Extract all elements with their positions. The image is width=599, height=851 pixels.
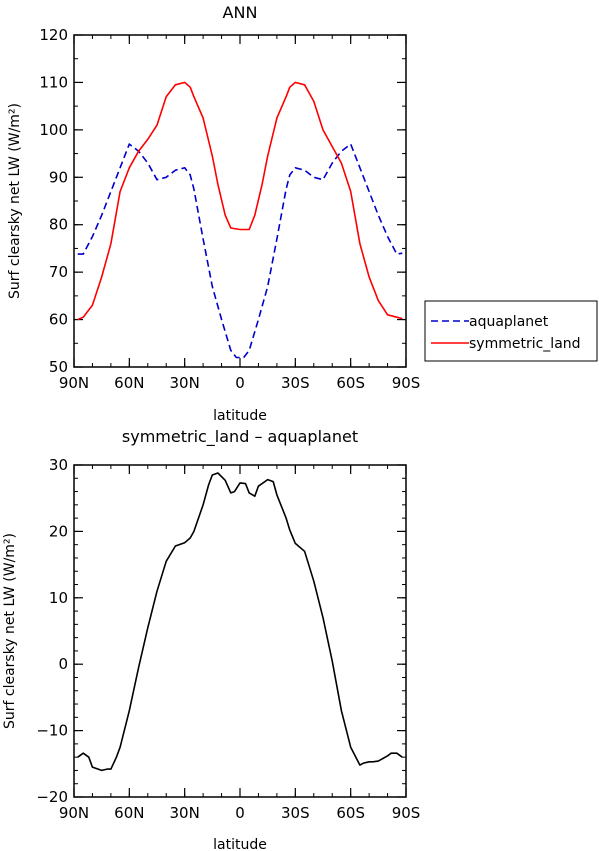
y-tick-label: 0 [58, 655, 68, 673]
aquaplanet-line [77, 143, 403, 359]
x-tick-label: 90N [59, 804, 89, 822]
bottom-chart-xlabel: latitude [213, 837, 267, 851]
y-tick-label: 80 [49, 216, 68, 234]
x-tick-label: 90S [392, 374, 421, 392]
x-tick-label: 30N [170, 804, 200, 822]
x-tick-label: 30S [281, 374, 310, 392]
top-chart-ticks [73, 34, 407, 368]
y-tick-label: 90 [49, 168, 68, 186]
y-tick-label: 110 [39, 73, 68, 91]
y-tick-label: 70 [49, 263, 68, 281]
x-tick-label: 90S [392, 804, 421, 822]
x-tick-label: 60N [114, 804, 144, 822]
y-tick-label: 20 [49, 522, 68, 540]
bottom-chart-plot-area [77, 472, 403, 772]
top-chart: ANN 90N 60N 30N 0 30S 60S 90S 50 60 70 80 90 100 110 1… [7, 3, 598, 424]
bottom-chart: symmetric_land – aquaplanet 90N 60N 30N 0 30… [2, 427, 420, 851]
top-chart-frame [73, 34, 407, 368]
difference-line [77, 472, 403, 772]
legend-label-symmetric_land: symmetric_land [469, 336, 581, 352]
y-tick-label: −10 [36, 722, 68, 740]
top-chart-xlabel: latitude [213, 408, 267, 424]
y-tick-label: 60 [49, 311, 68, 329]
top-chart-plot-area [77, 81, 403, 359]
top-chart-legend: aquaplanet symmetric_land [424, 300, 598, 362]
x-tick-label: 90N [59, 374, 89, 392]
legend-label-aquaplanet: aquaplanet [469, 314, 549, 330]
y-tick-label: 100 [39, 121, 68, 139]
top-chart-tick-labels: 90N 60N 30N 0 30S 60S 90S 50 60 70 80 90 100 110 120 [39, 26, 420, 392]
legend-box [424, 300, 598, 362]
x-tick-label: 60N [114, 374, 144, 392]
y-tick-label: 120 [39, 26, 68, 44]
y-tick-label: −20 [36, 788, 68, 806]
bottom-chart-ticks [73, 464, 407, 798]
x-tick-label: 30S [281, 804, 310, 822]
x-tick-label: 0 [235, 804, 245, 822]
x-tick-label: 30N [170, 374, 200, 392]
bottom-chart-ylabel: Surf clearsky net LW (W/m²) [2, 533, 18, 729]
x-tick-label: 60S [336, 804, 365, 822]
y-tick-label: 30 [49, 456, 68, 474]
bottom-chart-frame [73, 464, 407, 798]
bottom-chart-tick-labels: 90N 60N 30N 0 30S 60S 90S −20 −10 0 10 20 30 [36, 456, 420, 822]
top-chart-ylabel: Surf clearsky net LW (W/m²) [7, 103, 23, 299]
x-tick-label: 60S [336, 374, 365, 392]
y-tick-label: 10 [49, 589, 68, 607]
symmetric_land-line [77, 81, 403, 321]
top-chart-title: ANN [223, 3, 258, 22]
x-tick-label: 0 [235, 374, 245, 392]
y-tick-label: 50 [49, 358, 68, 376]
bottom-chart-title: symmetric_land – aquaplanet [122, 427, 358, 447]
